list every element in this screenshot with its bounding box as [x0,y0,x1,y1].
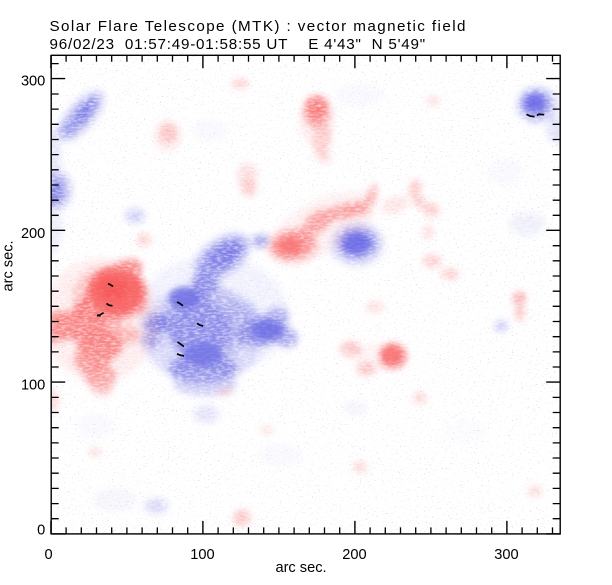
svg-text:0: 0 [44,547,52,563]
svg-text:300: 300 [21,74,45,90]
svg-text:Solar Flare Telescope (MTK) :: Solar Flare Telescope (MTK) : vector mag… [50,18,467,35]
svg-text:arc sec.: arc sec. [0,240,16,291]
svg-text:96/02/23 01:57:49-01:58:55 UT: 96/02/23 01:57:49-01:58:55 UT E 4'43" N … [50,36,426,53]
svg-text:0: 0 [37,522,45,538]
svg-text:arc sec.: arc sec. [275,560,326,576]
svg-text:100: 100 [190,547,214,563]
svg-text:100: 100 [21,378,45,394]
svg-text:200: 200 [342,547,366,563]
svg-text:300: 300 [494,547,518,563]
svg-text:200: 200 [21,226,45,242]
